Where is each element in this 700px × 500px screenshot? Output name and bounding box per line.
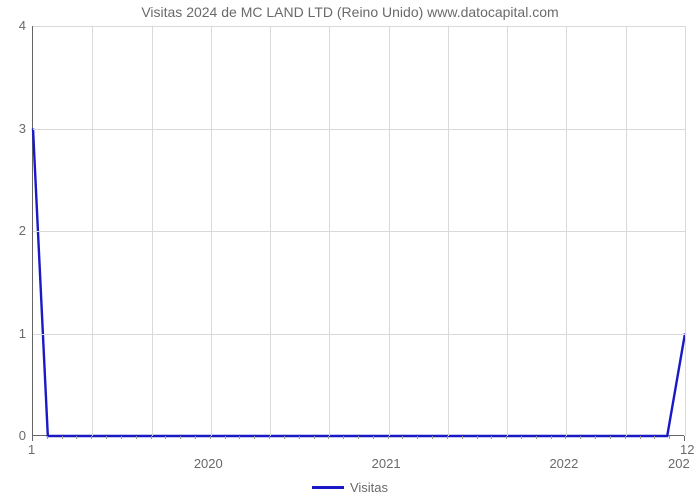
plot-area — [32, 26, 684, 436]
gridline-vertical — [566, 26, 567, 436]
x-tick-major — [32, 436, 33, 441]
x-tick-minor — [151, 436, 152, 439]
chart-title: Visitas 2024 de MC LAND LTD (Reino Unido… — [0, 4, 700, 20]
x-tick-minor — [491, 436, 492, 439]
x-tick-minor — [551, 436, 552, 439]
y-tick-label: 3 — [19, 121, 26, 136]
x-tick-minor — [106, 436, 107, 439]
x-tick-minor — [417, 436, 418, 439]
x-tick-minor — [388, 436, 389, 439]
x-tick-minor — [284, 436, 285, 439]
x-tick-minor — [506, 436, 507, 439]
x-tick-minor — [669, 436, 670, 439]
x-tick-minor — [62, 436, 63, 439]
x-tick-minor — [136, 436, 137, 439]
y-tick-label: 4 — [19, 18, 26, 33]
x-tick-minor — [269, 436, 270, 439]
x-tick-label: 12 — [680, 442, 694, 457]
x-tick-minor — [328, 436, 329, 439]
gridline-vertical — [389, 26, 390, 436]
gridline-vertical — [448, 26, 449, 436]
x-tick-minor — [225, 436, 226, 439]
x-tick-label: 1 — [28, 442, 35, 457]
gridline-vertical — [152, 26, 153, 436]
x-tick-minor — [477, 436, 478, 439]
gridline-horizontal — [33, 231, 685, 232]
x-tick-minor — [462, 436, 463, 439]
x-tick-minor — [654, 436, 655, 439]
x-tick-minor — [91, 436, 92, 439]
legend-label: Visitas — [350, 480, 388, 495]
y-tick-label: 0 — [19, 428, 26, 443]
gridline-vertical — [507, 26, 508, 436]
x-tick-minor — [314, 436, 315, 439]
visits-line — [33, 129, 685, 437]
gridline-vertical — [92, 26, 93, 436]
x-tick-minor — [343, 436, 344, 439]
x-tick-minor — [358, 436, 359, 439]
x-tick-minor — [521, 436, 522, 439]
gridline-horizontal — [33, 334, 685, 335]
x-year-label: 2022 — [549, 456, 578, 471]
x-tick-minor — [180, 436, 181, 439]
x-tick-major — [684, 436, 685, 441]
legend-item: Visitas — [312, 480, 388, 495]
y-tick-label: 1 — [19, 326, 26, 341]
x-tick-minor — [254, 436, 255, 439]
x-tick-minor — [580, 436, 581, 439]
x-tick-minor — [239, 436, 240, 439]
legend: Visitas — [0, 476, 700, 495]
x-tick-minor — [47, 436, 48, 439]
x-tick-minor — [432, 436, 433, 439]
x-tick-minor — [210, 436, 211, 439]
gridline-vertical — [329, 26, 330, 436]
x-year-label: 2020 — [194, 456, 223, 471]
gridline-vertical — [626, 26, 627, 436]
x-tick-minor — [640, 436, 641, 439]
x-tick-minor — [299, 436, 300, 439]
x-year-label: 2021 — [372, 456, 401, 471]
x-tick-minor — [595, 436, 596, 439]
gridline-vertical — [270, 26, 271, 436]
x-tick-minor — [610, 436, 611, 439]
x-tick-minor — [195, 436, 196, 439]
x-tick-minor — [536, 436, 537, 439]
x-tick-minor — [121, 436, 122, 439]
x-tick-minor — [402, 436, 403, 439]
x-tick-minor — [373, 436, 374, 439]
gridline-vertical — [211, 26, 212, 436]
gridline-horizontal — [33, 26, 685, 27]
gridline-vertical — [685, 26, 686, 436]
x-tick-minor — [165, 436, 166, 439]
x-year-label: 202 — [668, 456, 690, 471]
x-tick-minor — [447, 436, 448, 439]
gridline-horizontal — [33, 129, 685, 130]
chart-container: { "chart": { "type": "line", "title": "V… — [0, 0, 700, 500]
x-tick-minor — [565, 436, 566, 439]
y-tick-label: 2 — [19, 223, 26, 238]
legend-swatch — [312, 486, 344, 489]
x-tick-minor — [76, 436, 77, 439]
x-tick-minor — [625, 436, 626, 439]
